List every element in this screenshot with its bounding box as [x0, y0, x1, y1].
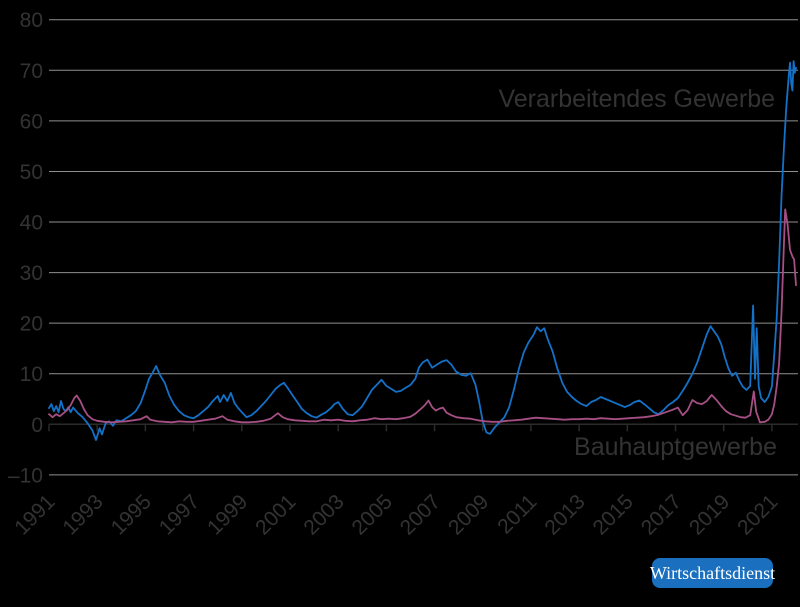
svg-text:2013: 2013	[540, 490, 589, 539]
svg-text:80: 80	[20, 9, 43, 32]
svg-text:0: 0	[31, 414, 43, 437]
svg-text:10: 10	[20, 363, 43, 386]
svg-text:2019: 2019	[685, 490, 734, 539]
series-label-bauhauptgewerbe: Bauhauptgewerbe	[574, 433, 777, 461]
svg-text:1995: 1995	[107, 490, 156, 539]
svg-text:1991: 1991	[10, 490, 59, 539]
svg-text:2011: 2011	[493, 490, 541, 538]
svg-text:2001: 2001	[251, 490, 300, 539]
svg-text:60: 60	[20, 110, 43, 133]
svg-text:2005: 2005	[348, 490, 397, 539]
svg-text:30: 30	[20, 262, 43, 285]
svg-text:40: 40	[20, 212, 43, 235]
svg-text:20: 20	[20, 313, 43, 336]
svg-text:70: 70	[20, 60, 43, 83]
wirtschaftsdienst-badge: Wirtschaftsdienst	[650, 558, 775, 588]
svg-text:50: 50	[20, 161, 43, 184]
svg-text:1999: 1999	[203, 490, 252, 539]
svg-text:2009: 2009	[444, 490, 493, 539]
svg-text:2017: 2017	[637, 490, 686, 539]
svg-text:2015: 2015	[589, 490, 638, 539]
svg-text:2003: 2003	[299, 490, 348, 539]
svg-text:2007: 2007	[396, 490, 445, 539]
svg-text:1993: 1993	[58, 490, 107, 539]
svg-text:1997: 1997	[155, 490, 204, 539]
svg-text:–10: –10	[8, 464, 43, 487]
svg-text:2021: 2021	[733, 490, 782, 539]
series-label-verarbeitendes-gewerbe: Verarbeitendes Gewerbe	[498, 85, 775, 113]
